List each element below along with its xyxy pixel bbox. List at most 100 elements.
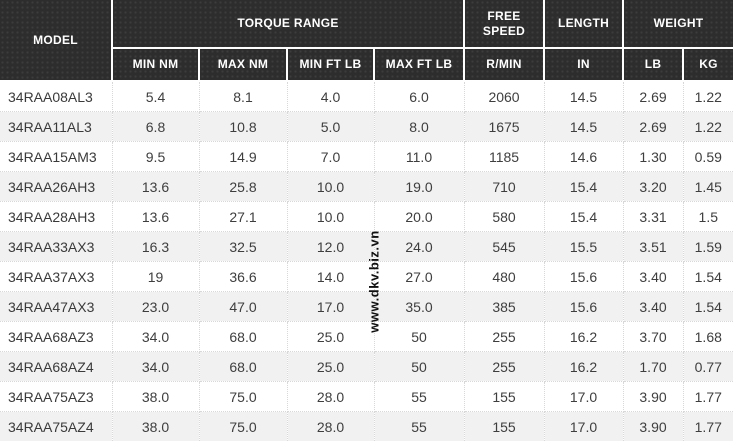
header-group-row: MODEL TORQUE RANGE FREE SPEED LENGTH WEI… — [0, 0, 733, 82]
value-cell: 545 — [464, 231, 545, 262]
value-cell: 1.30 — [623, 141, 684, 172]
value-cell: 6.0 — [374, 81, 465, 112]
value-cell: 13.6 — [112, 201, 200, 232]
table-row: 34RAA68AZ3 34.0 68.0 25.0 50 255 16.2 3.70 1.68 — [0, 321, 733, 352]
value-cell: 11.0 — [374, 141, 465, 172]
model-cell: 34RAA37AX3 — [0, 261, 113, 292]
value-cell: 50 — [374, 321, 465, 352]
value-cell: 385 — [464, 291, 545, 322]
header-weight: WEIGHT — [623, 0, 733, 49]
value-cell: 35.0 — [374, 291, 465, 322]
value-cell: 24.0 — [374, 231, 465, 262]
value-cell: 9.5 — [112, 141, 200, 172]
header-model: MODEL — [0, 0, 113, 82]
value-cell: 480 — [464, 261, 545, 292]
value-cell: 55 — [374, 381, 465, 412]
table-row: 34RAA37AX3 19 36.6 14.0 27.0 480 15.6 3.40 1.54 — [0, 261, 733, 292]
value-cell: 13.6 — [112, 171, 200, 202]
value-cell: 1.68 — [683, 321, 733, 352]
value-cell: 16.2 — [544, 351, 624, 382]
table-row: 34RAA15AM3 9.5 14.9 7.0 11.0 1185 14.6 1.30 0.59 — [0, 141, 733, 172]
model-cell: 34RAA75AZ4 — [0, 411, 113, 441]
table-row: 34RAA33AX3 16.3 32.5 12.0 24.0 545 15.5 3.51 1.5… — [0, 231, 733, 262]
value-cell: 1.77 — [683, 381, 733, 412]
value-cell: 2.69 — [623, 111, 684, 142]
model-cell: 34RAA28AH3 — [0, 201, 113, 232]
table-row: 34RAA75AZ3 38.0 75.0 28.0 55 155 17.0 3.90 1.77 — [0, 381, 733, 412]
value-cell: 1.5 — [683, 201, 733, 232]
value-cell: 19.0 — [374, 171, 465, 202]
value-cell: 34.0 — [112, 351, 200, 382]
model-cell: 34RAA33AX3 — [0, 231, 113, 262]
value-cell: 1.22 — [683, 111, 733, 142]
value-cell: 38.0 — [112, 411, 200, 441]
value-cell: 68.0 — [199, 321, 288, 352]
header-sub-row: MIN NM MAX NM MIN FT LB MAX FT LB R/MIN … — [0, 48, 733, 82]
value-cell: 4.0 — [287, 81, 375, 112]
value-cell: 2.69 — [623, 81, 684, 112]
value-cell: 0.77 — [683, 351, 733, 382]
value-cell: 17.0 — [287, 291, 375, 322]
value-cell: 1675 — [464, 111, 545, 142]
table-row: 34RAA75AZ4 38.0 75.0 28.0 55 155 17.0 3.90 1.77 — [0, 411, 733, 441]
value-cell: 5.0 — [287, 111, 375, 142]
header-free-speed: FREE SPEED — [464, 0, 546, 49]
model-cell: 34RAA75AZ3 — [0, 381, 113, 412]
header-lb: LB — [623, 48, 685, 82]
value-cell: 255 — [464, 321, 545, 352]
value-cell: 28.0 — [287, 381, 375, 412]
header-length: LENGTH — [544, 0, 625, 49]
value-cell: 580 — [464, 201, 545, 232]
value-cell: 19 — [112, 261, 200, 292]
value-cell: 55 — [374, 411, 465, 441]
table-header: MODEL TORQUE RANGE FREE SPEED LENGTH WEI… — [0, 0, 733, 82]
value-cell: 25.0 — [287, 351, 375, 382]
value-cell: 14.5 — [544, 111, 624, 142]
value-cell: 16.2 — [544, 321, 624, 352]
value-cell: 10.0 — [287, 171, 375, 202]
value-cell: 75.0 — [199, 381, 288, 412]
value-cell: 3.31 — [623, 201, 684, 232]
value-cell: 15.4 — [544, 171, 624, 202]
value-cell: 1.59 — [683, 231, 733, 262]
value-cell: 28.0 — [287, 411, 375, 441]
model-cell: 34RAA47AX3 — [0, 291, 113, 322]
value-cell: 12.0 — [287, 231, 375, 262]
value-cell: 7.0 — [287, 141, 375, 172]
value-cell: 1.22 — [683, 81, 733, 112]
value-cell: 14.9 — [199, 141, 288, 172]
header-r-min: R/MIN — [464, 48, 546, 82]
value-cell: 1.45 — [683, 171, 733, 202]
table-body: 34RAA08AL3 5.4 8.1 4.0 6.0 2060 14.5 2.69 1.22 34… — [0, 81, 733, 441]
value-cell: 75.0 — [199, 411, 288, 441]
table-row: 34RAA47AX3 23.0 47.0 17.0 35.0 385 15.6 3.40 1.5… — [0, 291, 733, 322]
value-cell: 16.3 — [112, 231, 200, 262]
value-cell: 3.40 — [623, 291, 684, 322]
value-cell: 255 — [464, 351, 545, 382]
value-cell: 15.5 — [544, 231, 624, 262]
value-cell: 1.77 — [694, 418, 722, 435]
table-row: 34RAA28AH3 13.6 27.1 10.0 20.0 580 15.4 3.31 1.5 — [0, 201, 733, 232]
value-cell: 3.51 — [623, 231, 684, 262]
value-cell: 155 — [464, 411, 545, 441]
model-cell: 34RAA15AM3 — [0, 141, 113, 172]
value-cell: 14.5 — [544, 81, 624, 112]
value-cell: 14.0 — [287, 261, 375, 292]
value-cell: 10.0 — [287, 201, 375, 232]
value-cell: 15.4 — [544, 201, 624, 232]
value-cell: 25.0 — [287, 321, 375, 352]
value-cell: 1185 — [464, 141, 545, 172]
header-min-nm: MIN NM — [112, 48, 200, 82]
value-cell: 47.0 — [199, 291, 288, 322]
value-cell: 10.8 — [199, 111, 288, 142]
value-cell: 3.90 — [623, 411, 684, 441]
header-in: IN — [544, 48, 625, 82]
header-max-ft-lb: MAX FT LB — [374, 48, 466, 82]
model-cell: 34RAA26AH3 — [0, 171, 113, 202]
value-cell: 50 — [374, 351, 465, 382]
value-cell: 3.90 — [623, 381, 684, 412]
value-cell: 6.8 — [112, 111, 200, 142]
value-cell: 1.54 — [683, 291, 733, 322]
value-cell: 0.59 — [683, 141, 733, 172]
